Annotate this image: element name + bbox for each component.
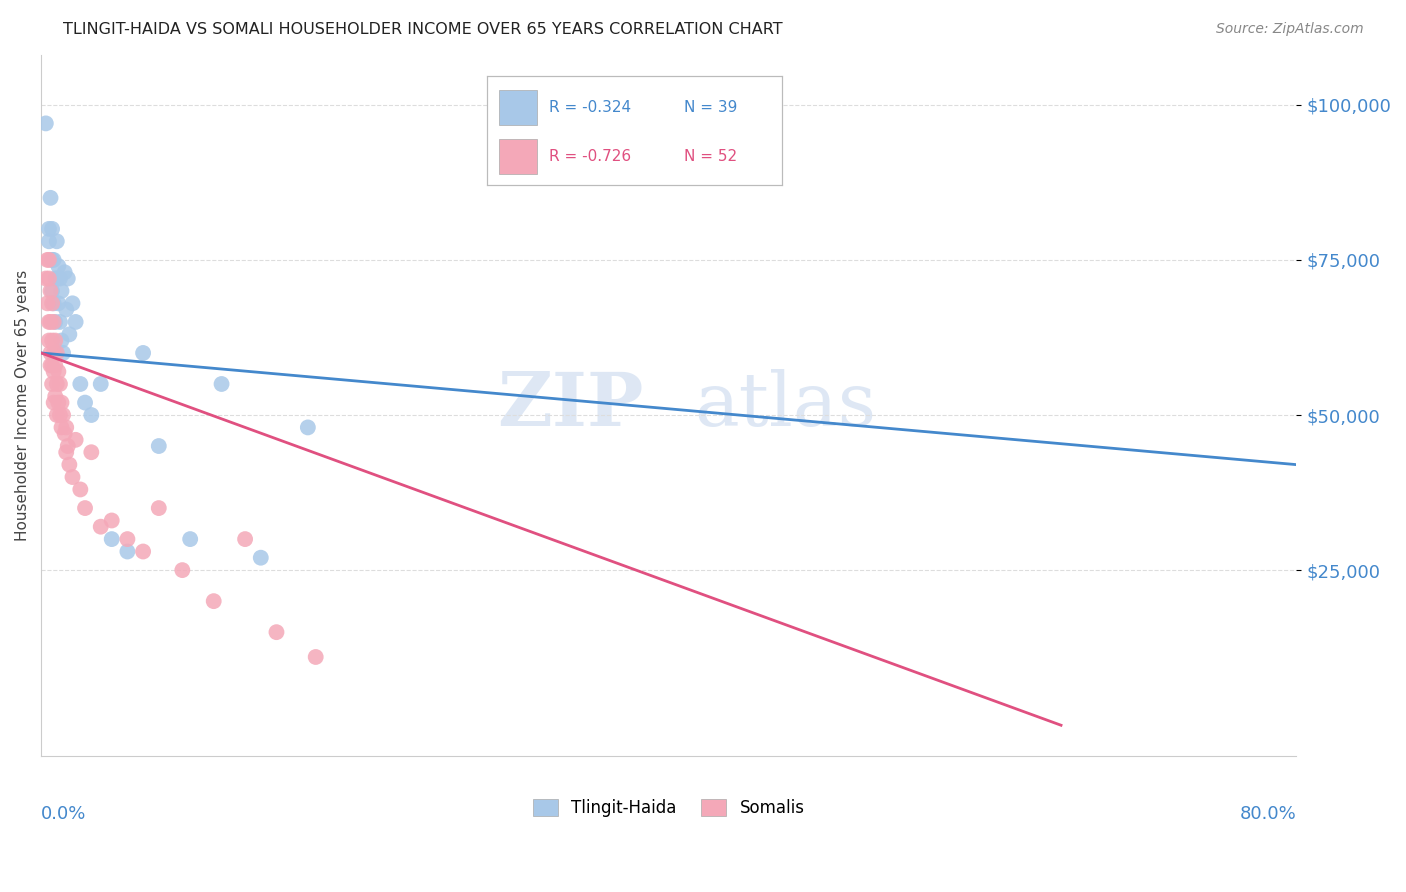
Point: [233, 532, 256, 546]
Point: [45, 271, 67, 285]
Point: [42, 365, 65, 379]
Point: [42, 395, 65, 409]
Point: [45, 376, 67, 391]
Point: [179, 532, 201, 546]
Point: [49, 408, 72, 422]
Point: [41, 252, 63, 267]
Text: atlas: atlas: [695, 369, 876, 442]
Point: [42, 252, 65, 267]
Point: [45, 234, 67, 248]
Point: [38, 222, 60, 236]
Point: [53, 265, 76, 279]
Point: [35, 116, 58, 130]
Point: [62, 296, 84, 310]
Point: [41, 359, 63, 373]
Point: [211, 376, 233, 391]
Point: [202, 594, 225, 608]
Point: [38, 271, 60, 285]
Point: [56, 439, 79, 453]
Point: [42, 296, 65, 310]
Point: [52, 408, 75, 422]
Point: [45, 346, 67, 360]
Point: [172, 563, 194, 577]
Point: [42, 315, 65, 329]
Point: [48, 259, 70, 273]
Point: [39, 284, 62, 298]
Point: [117, 544, 139, 558]
Point: [148, 439, 170, 453]
Point: [53, 426, 76, 441]
Point: [69, 483, 91, 497]
Point: [65, 433, 87, 447]
Point: [38, 334, 60, 348]
Point: [62, 470, 84, 484]
Point: [58, 458, 80, 472]
Point: [51, 420, 73, 434]
Point: [41, 376, 63, 391]
Legend: Tlingit-Haida, Somalis: Tlingit-Haida, Somalis: [524, 790, 813, 825]
Point: [44, 334, 66, 348]
Point: [48, 296, 70, 310]
Point: [73, 501, 96, 516]
Point: [39, 315, 62, 329]
Point: [51, 334, 73, 348]
Point: [55, 445, 77, 459]
Point: [100, 532, 122, 546]
Point: [48, 365, 70, 379]
Text: 80.0%: 80.0%: [1240, 805, 1296, 823]
Point: [44, 359, 66, 373]
Text: ZIP: ZIP: [498, 369, 644, 442]
Point: [44, 389, 66, 403]
Point: [39, 191, 62, 205]
Point: [80, 408, 103, 422]
Point: [41, 222, 63, 236]
Point: [38, 252, 60, 267]
Point: [117, 532, 139, 546]
Point: [38, 234, 60, 248]
Point: [297, 420, 319, 434]
Point: [48, 395, 70, 409]
Point: [132, 346, 155, 360]
Point: [305, 650, 328, 665]
Point: [58, 327, 80, 342]
Point: [52, 346, 75, 360]
Point: [45, 408, 67, 422]
Point: [65, 315, 87, 329]
Point: [41, 334, 63, 348]
Point: [55, 302, 77, 317]
Point: [90, 376, 112, 391]
Point: [51, 395, 73, 409]
Point: [90, 519, 112, 533]
Point: [41, 296, 63, 310]
Point: [80, 445, 103, 459]
Point: [39, 346, 62, 360]
Y-axis label: Householder Income Over 65 years: Householder Income Over 65 years: [15, 270, 30, 541]
Text: Source: ZipAtlas.com: Source: ZipAtlas.com: [1216, 22, 1364, 37]
Point: [44, 346, 66, 360]
Point: [51, 284, 73, 298]
Point: [69, 376, 91, 391]
Point: [41, 284, 63, 298]
Point: [49, 376, 72, 391]
Point: [55, 420, 77, 434]
Point: [37, 252, 59, 267]
Point: [249, 550, 271, 565]
Point: [100, 514, 122, 528]
Point: [37, 296, 59, 310]
Point: [38, 315, 60, 329]
Text: 0.0%: 0.0%: [41, 805, 87, 823]
Point: [73, 395, 96, 409]
Point: [148, 501, 170, 516]
Point: [35, 271, 58, 285]
Point: [49, 315, 72, 329]
Point: [49, 271, 72, 285]
Point: [266, 625, 288, 640]
Point: [44, 271, 66, 285]
Point: [56, 271, 79, 285]
Text: TLINGIT-HAIDA VS SOMALI HOUSEHOLDER INCOME OVER 65 YEARS CORRELATION CHART: TLINGIT-HAIDA VS SOMALI HOUSEHOLDER INCO…: [63, 22, 783, 37]
Point: [42, 346, 65, 360]
Point: [44, 315, 66, 329]
Point: [39, 359, 62, 373]
Point: [132, 544, 155, 558]
